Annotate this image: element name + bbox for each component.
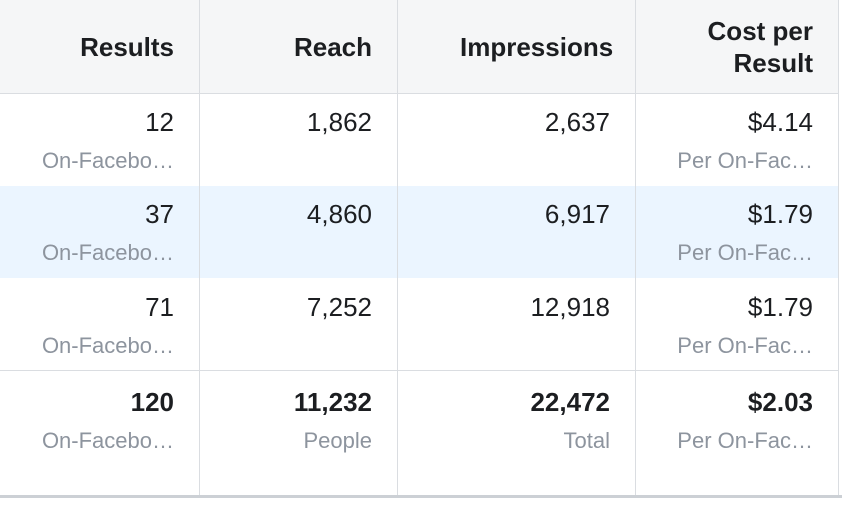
cell-value: $1.79 bbox=[747, 199, 813, 229]
row-divider bbox=[0, 370, 838, 371]
cell-sublabel: Per On-Fac… bbox=[677, 428, 813, 453]
column-header-text: Impressions bbox=[460, 31, 614, 62]
bottom-border bbox=[0, 495, 842, 498]
cell-value: 6,917 bbox=[544, 199, 610, 229]
cell-value: 1,862 bbox=[306, 107, 372, 137]
cell-sublabel: On-Facebo… bbox=[41, 428, 174, 453]
cell-value: 12 bbox=[145, 107, 174, 137]
cell-value: 22,472 bbox=[530, 387, 610, 417]
cell-sublabel: On-Facebo… bbox=[41, 240, 174, 265]
cell-value: 120 bbox=[130, 387, 174, 417]
column-header: Reach bbox=[199, 0, 372, 93]
cell-value: 7,252 bbox=[306, 292, 372, 322]
column-header: Cost per Result bbox=[635, 0, 813, 93]
cell-sublabel: Total bbox=[563, 428, 610, 453]
column-header: Results bbox=[0, 0, 174, 93]
cell-value: $4.14 bbox=[747, 107, 813, 137]
column-header-text: Cost per Result bbox=[707, 15, 813, 78]
column-header-text: Results bbox=[80, 31, 174, 62]
cell-value: 2,637 bbox=[544, 107, 610, 137]
cell-value: 4,860 bbox=[306, 199, 372, 229]
column-divider bbox=[397, 0, 398, 495]
header-bg bbox=[0, 0, 838, 93]
column-divider bbox=[199, 0, 200, 495]
cell-value: 71 bbox=[145, 292, 174, 322]
row-divider bbox=[0, 93, 838, 94]
cell-sublabel: On-Facebo… bbox=[41, 148, 174, 173]
column-divider bbox=[635, 0, 636, 495]
row-highlight bbox=[0, 186, 838, 278]
cell-sublabel: Per On-Fac… bbox=[677, 148, 813, 173]
column-divider bbox=[838, 0, 839, 495]
cell-sublabel: On-Facebo… bbox=[41, 333, 174, 358]
cell-sublabel: Per On-Fac… bbox=[677, 333, 813, 358]
cell-sublabel: People bbox=[303, 428, 372, 453]
cell-value: $1.79 bbox=[747, 292, 813, 322]
cell-value: 37 bbox=[145, 199, 174, 229]
cell-value: 12,918 bbox=[530, 292, 610, 322]
cell-value: 11,232 bbox=[293, 387, 372, 417]
cell-sublabel: Per On-Fac… bbox=[677, 240, 813, 265]
column-header-text: Reach bbox=[293, 31, 372, 62]
cell-value: $2.03 bbox=[747, 387, 813, 417]
column-header: Impressions bbox=[397, 0, 614, 93]
